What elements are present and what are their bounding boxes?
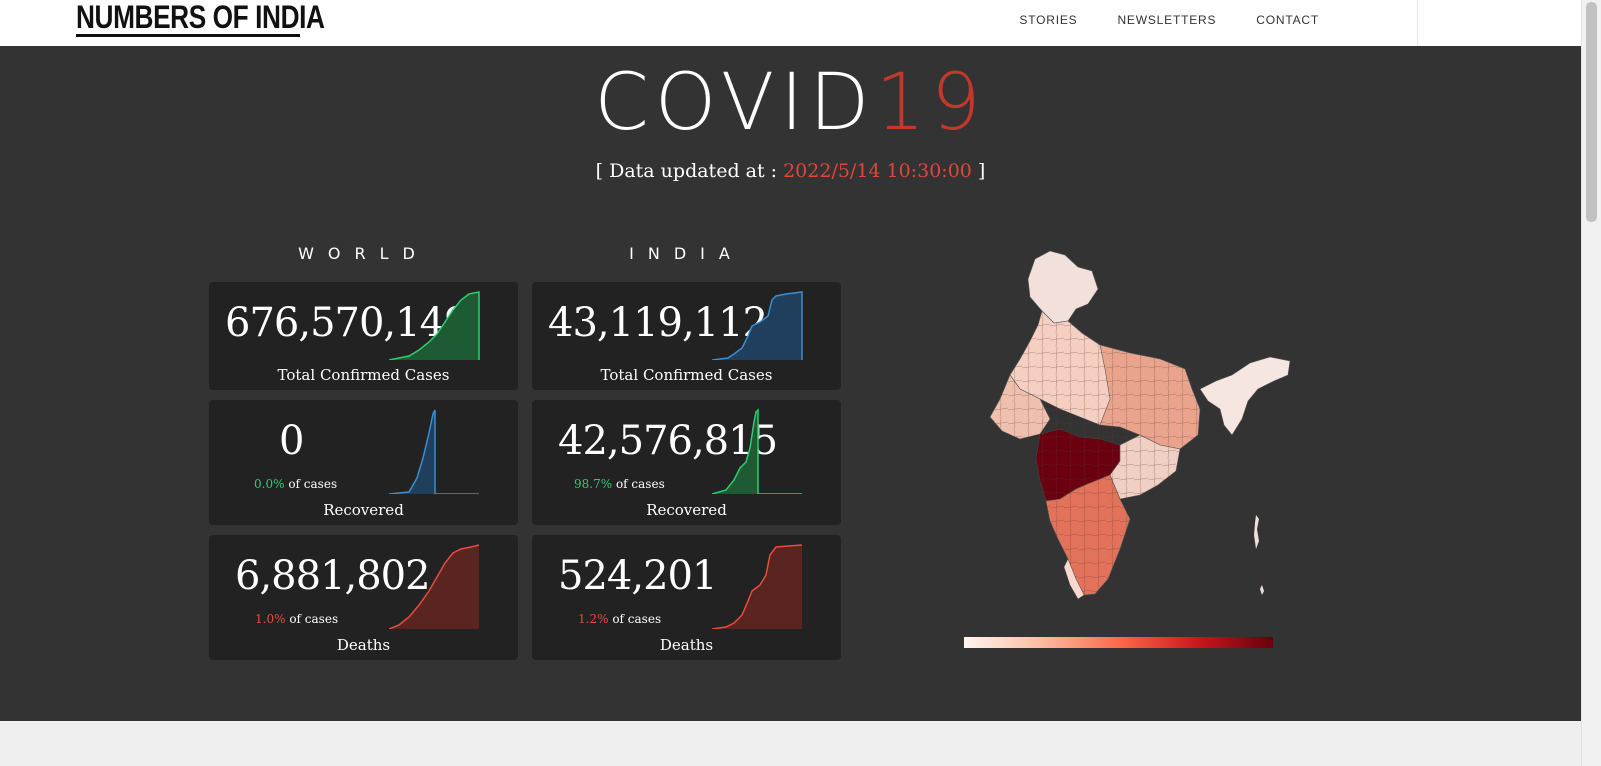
india-map-icon[interactable] bbox=[980, 249, 1310, 649]
updated-timestamp: 2022/5/14 10:30:00 bbox=[783, 160, 972, 182]
title-main: COVID bbox=[594, 58, 876, 148]
world-deaths-sparkline-icon bbox=[389, 544, 480, 629]
india-recovered-pct-value: 98.7% bbox=[574, 477, 613, 491]
india-recovered-caption: Recovered bbox=[646, 501, 727, 519]
india-recovered-percent: 98.7% of cases bbox=[574, 477, 665, 491]
world-recovered-sparkline-icon bbox=[389, 409, 479, 494]
world-recovered-caption: Recovered bbox=[323, 501, 404, 519]
india-confirmed-value: 43,119,112 bbox=[548, 300, 768, 346]
india-deaths-card[interactable]: 524,201 1.2% of cases Deaths bbox=[532, 535, 841, 660]
world-deaths-caption: Deaths bbox=[336, 636, 391, 654]
india-recovered-card[interactable]: 42,576,815 98.7% of cases Recovered bbox=[532, 400, 841, 525]
world-deaths-value: 6,881,802 bbox=[235, 553, 431, 599]
world-deaths-card[interactable]: 6,881,802 1.0% of cases Deaths bbox=[209, 535, 518, 660]
page-footer-area bbox=[0, 721, 1581, 766]
header-divider bbox=[1417, 0, 1418, 46]
world-confirmed-card[interactable]: 676,570,149 Total Confirmed Cases bbox=[209, 282, 518, 390]
updated-prefix: [ Data updated at : bbox=[595, 160, 784, 182]
world-deaths-pct-value: 1.0% bbox=[255, 612, 286, 626]
world-label: WORLD bbox=[298, 244, 429, 263]
india-deaths-caption: Deaths bbox=[659, 636, 714, 654]
page-title: COVID19 bbox=[0, 58, 1581, 148]
updated-suffix: ] bbox=[971, 160, 986, 182]
nav-stories[interactable]: STORIES bbox=[1019, 13, 1078, 27]
india-confirmed-card[interactable]: 43,119,112 Total Confirmed Cases bbox=[532, 282, 841, 390]
world-recovered-pct-suffix: of cases bbox=[288, 477, 338, 491]
world-recovered-card[interactable]: 0 0.0% of cases Recovered bbox=[209, 400, 518, 525]
world-confirmed-caption: Total Confirmed Cases bbox=[277, 366, 450, 384]
logo-text[interactable]: NUMBERS OF INDIA bbox=[76, 0, 325, 35]
india-confirmed-caption: Total Confirmed Cases bbox=[600, 366, 773, 384]
india-deaths-value: 524,201 bbox=[558, 553, 717, 599]
logo-underline bbox=[76, 34, 300, 37]
india-deaths-sparkline-icon bbox=[712, 544, 803, 629]
india-recovered-sparkline-icon bbox=[712, 408, 802, 494]
india-deaths-percent: 1.2% of cases bbox=[578, 612, 661, 626]
india-confirmed-sparkline-icon bbox=[712, 291, 803, 360]
india-label: INDIA bbox=[629, 244, 744, 263]
world-confirmed-sparkline-icon bbox=[389, 291, 480, 360]
scrollbar-thumb[interactable] bbox=[1586, 2, 1597, 222]
main-nav: STORIES NEWSLETTERS CONTACT bbox=[1019, 13, 1319, 27]
site-logo[interactable]: NUMBERS OF INDIA bbox=[76, 0, 379, 38]
india-deaths-pct-value: 1.2% bbox=[578, 612, 609, 626]
covid-dashboard: COVID19 [ Data updated at : 2022/5/14 10… bbox=[0, 46, 1581, 721]
world-recovered-value: 0 bbox=[279, 418, 304, 464]
world-deaths-pct-suffix: of cases bbox=[289, 612, 339, 626]
india-recovered-value: 42,576,815 bbox=[558, 418, 778, 464]
title-accent: 19 bbox=[875, 58, 987, 148]
india-deaths-pct-suffix: of cases bbox=[612, 612, 662, 626]
world-deaths-percent: 1.0% of cases bbox=[255, 612, 338, 626]
nav-newsletters[interactable]: NEWSLETTERS bbox=[1117, 13, 1217, 27]
world-confirmed-value: 676,570,149 bbox=[225, 300, 469, 346]
data-updated-line: [ Data updated at : 2022/5/14 10:30:00 ] bbox=[0, 160, 1581, 182]
map-color-legend bbox=[964, 637, 1273, 648]
vertical-scrollbar[interactable] bbox=[1581, 0, 1601, 766]
world-recovered-percent: 0.0% of cases bbox=[254, 477, 337, 491]
nav-contact[interactable]: CONTACT bbox=[1256, 13, 1319, 27]
india-recovered-pct-suffix: of cases bbox=[615, 477, 665, 491]
top-navbar: NUMBERS OF INDIA STORIES NEWSLETTERS CON… bbox=[0, 0, 1601, 46]
world-recovered-pct-value: 0.0% bbox=[254, 477, 285, 491]
